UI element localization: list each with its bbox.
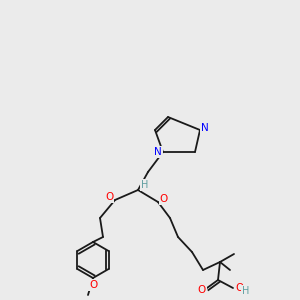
Text: H: H [242, 286, 250, 296]
Text: O: O [105, 192, 113, 202]
Text: O: O [160, 194, 168, 204]
Text: O: O [198, 285, 206, 295]
Text: O: O [89, 280, 97, 290]
Text: H: H [141, 180, 149, 190]
Text: O: O [235, 283, 243, 293]
Text: N: N [201, 123, 209, 133]
Text: N: N [154, 147, 162, 157]
